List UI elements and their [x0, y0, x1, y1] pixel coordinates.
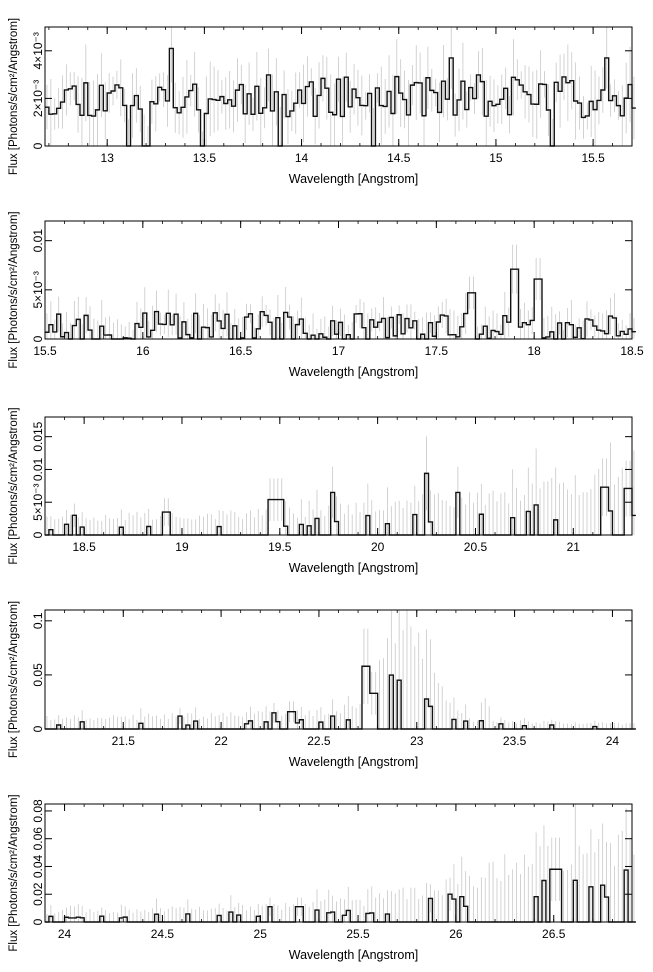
- panel-5: 24 24.5 25 25.5 26 26.5 0 0.02 0.04 0.06 0.08 Wavel…: [8, 794, 636, 962]
- x-tick-label: 19: [175, 540, 189, 554]
- x-tick-label: 25: [254, 927, 268, 941]
- x-tick-label: 22.5: [307, 734, 331, 748]
- x-tick-label: 24.5: [151, 927, 175, 941]
- panel-1: 13 13.5 14 14.5 15 15.5 0 2×10⁻³ 4×10⁻³ Wavelengt…: [8, 18, 636, 186]
- y-tick-label: 0.05: [31, 663, 45, 687]
- x-tick-label: 13: [101, 151, 115, 165]
- spectrum-step-line: [45, 47, 636, 147]
- x-tick-label: 24: [58, 927, 72, 941]
- y-axis-label: Flux [Photons/s/cm²/Angstrom]: [8, 407, 20, 564]
- x-tick-label: 19.5: [268, 540, 292, 554]
- x-tick-label: 24: [606, 734, 620, 748]
- plot-frame: [44, 609, 633, 730]
- y-axis-label: Flux [Photons/s/cm²/Angstrom]: [8, 18, 20, 175]
- x-tick-label: 13.5: [193, 151, 217, 165]
- y-tick-label: 4×10⁻³: [31, 32, 45, 69]
- x-tick-label: 20: [371, 540, 385, 554]
- y-tick-label: 0: [31, 725, 45, 732]
- x-axis-label: Wavelength [Angstrom]: [289, 172, 418, 186]
- y-tick-label: 5×10⁻³: [31, 271, 45, 308]
- y-tick-label: 0.08: [31, 799, 45, 823]
- y-axis-label: Flux [Photons/s/cm²/Angstrom]: [8, 211, 20, 368]
- y-tick-label: 0.04: [31, 854, 45, 878]
- y-tick-label: 0.06: [31, 827, 45, 851]
- x-tick-label: 16.5: [229, 344, 253, 358]
- y-tick-label: 0: [31, 531, 45, 538]
- x-tick-label: 16: [136, 344, 150, 358]
- x-tick-label: 18: [527, 344, 541, 358]
- y-tick-label: 0.015: [31, 421, 45, 451]
- x-tick-label: 25.5: [346, 927, 370, 941]
- y-tick-label: 0: [31, 918, 45, 925]
- x-tick-label: 18.5: [72, 540, 96, 554]
- x-tick-label: 22: [214, 734, 228, 748]
- y-tick-label: 5×10⁻³: [31, 484, 45, 521]
- x-tick-label: 15.5: [581, 151, 605, 165]
- x-tick-label: 21: [567, 540, 581, 554]
- x-tick-label: 18.5: [620, 344, 644, 358]
- y-tick-label: 0: [31, 142, 45, 149]
- error-bars: [46, 436, 635, 535]
- y-tick-label: 0.01: [31, 229, 45, 253]
- y-axis-label: Flux [Photons/s/cm²/Angstrom]: [8, 794, 20, 951]
- y-tick-label: 0.1: [31, 612, 45, 629]
- plot-frame: [44, 26, 633, 147]
- panel-2: 15.5 16 16.5 17 17.5 18 18.5 0 5×10⁻³ 0.01 Wavelen…: [8, 211, 644, 379]
- y-tick-label: 2×10⁻³: [31, 80, 45, 117]
- spectrum-step-line: [45, 268, 636, 340]
- panel-3: 18.5 19 19.5 20 20.5 21 0 5×10⁻³ 0.01 0.015 Wavele…: [8, 407, 636, 575]
- x-tick-label: 17.5: [425, 344, 449, 358]
- x-tick-label: 15.5: [33, 344, 57, 358]
- x-tick-label: 26: [449, 927, 463, 941]
- x-tick-label: 21.5: [112, 734, 136, 748]
- x-tick-label: 20.5: [464, 540, 488, 554]
- x-axis-label: Wavelength [Angstrom]: [289, 365, 418, 379]
- error-bars: [46, 610, 635, 729]
- x-axis-label: Wavelength [Angstrom]: [289, 561, 418, 575]
- x-tick-label: 17: [332, 344, 346, 358]
- y-tick-label: 0.01: [31, 457, 45, 481]
- x-axis-label: Wavelength [Angstrom]: [289, 948, 418, 962]
- y-tick-label: 0: [31, 335, 45, 342]
- x-axis-label: Wavelength [Angstrom]: [289, 755, 418, 769]
- x-tick-label: 14: [295, 151, 309, 165]
- x-tick-label: 23.5: [503, 734, 527, 748]
- x-tick-label: 14.5: [387, 151, 411, 165]
- x-tick-label: 26.5: [542, 927, 566, 941]
- x-tick-label: 23: [410, 734, 424, 748]
- panel-4: 21.5 22 22.5 23 23.5 24 0 0.05 0.1 Wavelength [An…: [8, 601, 636, 769]
- x-tick-label: 15: [489, 151, 503, 165]
- y-tick-label: 0.02: [31, 882, 45, 906]
- y-axis-label: Flux [Photons/s/cm²/Angstrom]: [8, 601, 20, 758]
